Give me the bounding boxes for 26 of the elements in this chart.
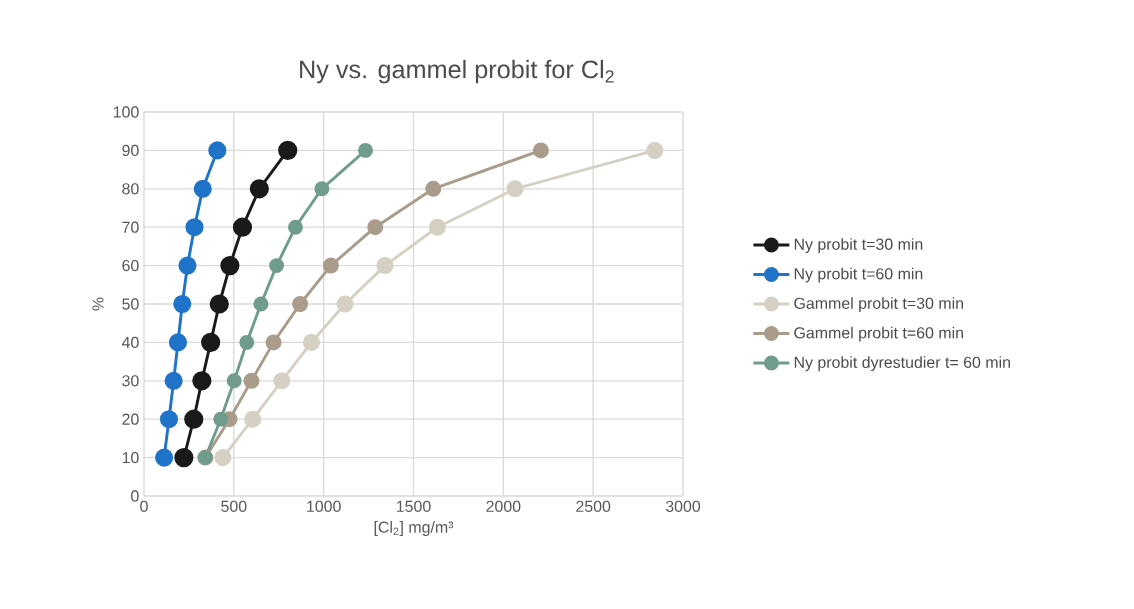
legend-label: Gammel probit t=60 min — [794, 326, 963, 342]
x-axis-title: [Cl$_{2}$] mg/m³ — [374, 521, 454, 536]
x-tick-label: 2000 — [486, 500, 521, 512]
y-tick-label: 40 — [121, 336, 139, 349]
legend-label: Ny probit dyrestudier t= 60 min — [794, 356, 1010, 372]
y-tick-label: 100 — [113, 106, 139, 118]
x-tick-label: 1000 — [307, 500, 341, 512]
x-tick-label: 1500 — [396, 500, 431, 512]
x-tick-label: 0 — [140, 500, 148, 512]
y-tick-label: 30 — [122, 375, 139, 387]
y-tick-label: 20 — [122, 413, 139, 425]
y-tick-label: 80 — [122, 183, 139, 195]
y-tick-label: 0 — [131, 490, 139, 502]
legend-label: Ny probit t=30 min — [794, 238, 923, 254]
legend-label: Ny probit t=60 min — [794, 267, 923, 283]
y-tick-label: 50 — [122, 298, 139, 310]
y-tick-label: 70 — [122, 221, 139, 233]
y-tick-label: 60 — [122, 259, 139, 272]
y-tick-label: 10 — [122, 451, 139, 464]
chart-title: Ny vs. gammel probit for Cl$_{2}$ — [300, 59, 614, 84]
y-axis-title: % — [92, 297, 104, 311]
x-tick-label: 500 — [221, 500, 247, 512]
legend-label: Gammel probit t=30 min — [794, 297, 963, 313]
x-tick-label: 3000 — [665, 500, 701, 512]
y-tick-label: 90 — [122, 144, 139, 157]
x-tick-label: 2500 — [576, 500, 611, 512]
